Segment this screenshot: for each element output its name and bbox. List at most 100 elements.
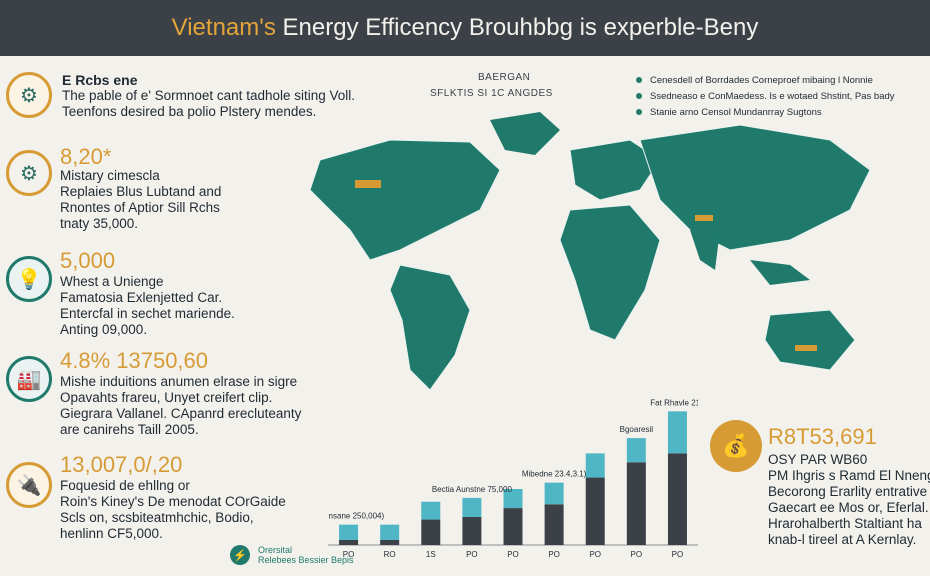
continent-south-america [389, 264, 471, 391]
stat-number: 8,20* [60, 144, 112, 169]
lightbulb-icon: 💡 [6, 256, 52, 302]
map-label-top: BAERGAN [478, 72, 531, 83]
continent-africa [559, 204, 661, 341]
stat-line: henlinn CF5,000. [60, 526, 163, 541]
stat-line: are canirehs Taill 2005. [60, 422, 199, 437]
bar-chart: PO RO 1S PO PO PO PO PO PO lb Binsane 250,004) Bec… [328, 398, 698, 559]
page-title: Energy Efficency Brouhbbg is experble-Be… [282, 14, 759, 41]
stat-line: Rnontes of Aptior Sill Rchs [60, 200, 220, 215]
stat-number: 5,000 [60, 248, 116, 273]
x-tick-label: PO [548, 550, 560, 559]
bar-base [339, 539, 359, 545]
right-stat-line: PM Ihgris s Ramd El Nneng [768, 468, 930, 483]
bar-annotation: Mibedne 23.4,3.1) [522, 470, 587, 479]
intro-block: ⚙ [0, 66, 330, 118]
bar-base [544, 504, 564, 545]
legend-dot [636, 77, 642, 83]
bar-base [626, 462, 646, 545]
footer: ⚡ Orersital Relebees Bessier Bepis [230, 545, 354, 565]
x-tick-label: RO [384, 550, 396, 559]
footer-line: Relebees Bessier Bepis [258, 555, 354, 565]
map-marker [795, 345, 817, 351]
bar-base [380, 539, 400, 545]
continent-europe [569, 139, 661, 201]
stat-block: 🔌 13,007,0/,20 Foquesid de ehllng or Roi… [0, 450, 330, 541]
stat-line: Foquesid de ehllng or [60, 478, 190, 493]
plug-icon: 🔌 [6, 462, 52, 508]
stat-block: 💡 5,000 Whest a Unienge Famatosia Exlenj… [0, 246, 330, 337]
right-stat-line: Gaecart ee Mos or, Eferlal. [768, 500, 929, 515]
stat-block: 🏭 4.8% 13750,60 Mishe induitions anumen … [0, 346, 330, 437]
gear-icon: ⚙ [6, 150, 52, 196]
intro-line: The pable of e' Sormnoet cant tadhole si… [62, 88, 356, 103]
title-bar: Vietnam's Energy Efficency Brouhbbg is e… [0, 0, 930, 56]
right-stat-line: OSY PAR WB60 [768, 452, 868, 467]
legend-text: Stanie arno Censol Mundanrray Sugtons [650, 106, 822, 118]
gear-icon: ⚙ [6, 72, 52, 118]
bar-base [462, 517, 482, 545]
legend-item: Ssedneaso e ConMaedess. Is e wotaed Shst… [636, 88, 926, 104]
map-marker [695, 215, 713, 221]
right-stat-line: knab-l tireel at A Kernlay. [768, 532, 917, 547]
bar-top [503, 489, 523, 509]
bar-base [667, 453, 687, 545]
continent-greenland [490, 112, 560, 155]
legend-dot [636, 93, 642, 99]
stat-number: 4.8% 13750,60 [60, 348, 209, 373]
bar-top [380, 524, 400, 540]
legend-dot [636, 109, 642, 115]
stat-line: Whest a Unienge [60, 274, 164, 289]
bar-annotation: Bectia Aunstne 75,000 [432, 485, 513, 494]
stat-line: Famatosia Exlenjetted Car. [60, 290, 223, 305]
legend-item: Stanie arno Censol Mundanrray Sugtons [636, 104, 926, 120]
x-tick-label: PO [466, 550, 478, 559]
stat-number: 13,007,0/,20 [60, 452, 183, 477]
continent-north-america [309, 139, 501, 261]
bar-top [544, 482, 564, 505]
continent-australia [764, 309, 856, 371]
stat-line: Mishe induitions anumen elrase in sigre [60, 374, 298, 389]
stat-line: Entercfal in sechet mariende. [60, 306, 235, 321]
x-tick-label: PO [672, 550, 684, 559]
coin-icon: 💰 [710, 420, 762, 472]
map-label-sub: SFLKTIS SI 1C ANGDES [430, 88, 553, 99]
map-marker [355, 180, 381, 188]
bar-top [339, 524, 359, 540]
continent-asia [639, 124, 871, 251]
title-prefix: Vietnam's [171, 14, 276, 41]
bar-top [626, 438, 646, 463]
factory-icon: 🏭 [6, 356, 52, 402]
continent-india [690, 230, 720, 270]
bar-base [421, 519, 441, 545]
bar-top [421, 501, 441, 520]
legend-text: Cenesdell of Borrdades Corneproef mibain… [650, 74, 873, 86]
stat-line: Anting 09,000. [60, 322, 148, 337]
bar-top [585, 453, 605, 478]
x-tick-label: 1S [426, 550, 436, 559]
world-map [309, 112, 871, 391]
footer-logo-icon: ⚡ [230, 545, 250, 565]
legend-item: Cenesdell of Borrdades Corneproef mibain… [636, 72, 926, 88]
right-stat-line: Hrarohalberth Staltiant ha [768, 516, 922, 531]
stat-line: Roin's Kiney's De menodat COrGaide [60, 494, 286, 509]
bar-annotation: Fat Rhavle 210 [650, 398, 698, 407]
bar-annotation: lb Binsane 250,004) [328, 512, 384, 521]
bar-annotation: Bgoaresil [620, 425, 654, 434]
bar-top [462, 497, 482, 517]
x-tick-label: PO [589, 550, 601, 559]
intro-line: Teenfons desired ba polio Plstery mendes… [62, 104, 317, 119]
bar-top [667, 411, 687, 454]
x-tick-label: PO [631, 550, 643, 559]
stat-line: Mistary cimescla [60, 168, 160, 183]
stat-line: Opavahts frareu, Unyet creifert clip. [60, 390, 273, 405]
footer-line: Orersital [258, 545, 293, 555]
stat-line: Giegrara Vallanel. CApanrd erecluteanty [60, 406, 302, 421]
bar-base [585, 477, 605, 545]
right-stat-number: R8T53,691 [768, 424, 877, 449]
x-tick-label: PO [343, 550, 355, 559]
stat-block: ⚙ 8,20* Mistary cimescla Replaies Blus L… [0, 140, 330, 231]
stat-line: Scls on, scsbiteatmhchic, Bodio, [60, 510, 254, 525]
legend: Cenesdell of Borrdades Corneproef mibain… [636, 72, 926, 120]
stat-line: Replaies Blus Lubtand and [60, 184, 222, 199]
legend-text: Ssedneaso e ConMaedess. Is e wotaed Shst… [650, 90, 895, 102]
